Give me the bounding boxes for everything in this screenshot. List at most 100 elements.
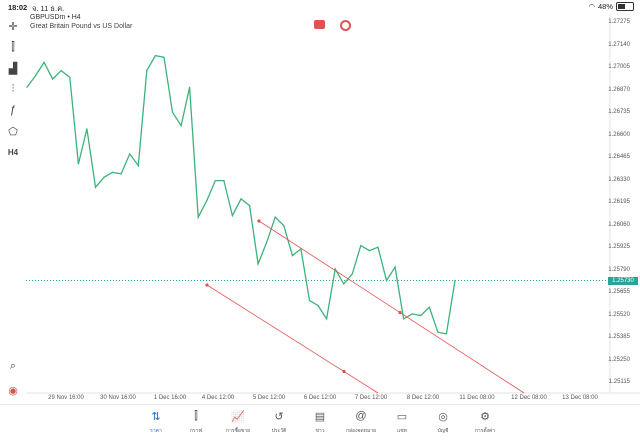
price-point	[94, 186, 97, 188]
trend-line-upper-handle[interactable]	[398, 310, 402, 315]
price-point	[248, 204, 251, 207]
candlestick-icon[interactable]: ⫿	[11, 40, 15, 53]
price-point	[129, 153, 131, 155]
buy-toggle-icon[interactable]	[340, 20, 351, 31]
y-tick-label: 1.26195	[608, 199, 630, 206]
y-tick-label: 1.25925	[608, 244, 630, 251]
settings-icon: ⚙	[480, 411, 490, 423]
news-icon: ▤	[314, 411, 326, 423]
status-date: จ. 11 ธ.ค.	[32, 4, 65, 13]
price-point	[308, 299, 311, 302]
nav-item-news[interactable]: ▤ ข่าว	[300, 410, 340, 435]
chart-icon: ⫿	[194, 410, 198, 422]
y-tick-label: 1.26735	[608, 109, 630, 116]
price-point	[231, 214, 234, 217]
bar-chart-icon[interactable]: ▟	[8, 62, 18, 75]
trend-line-lower-handle[interactable]	[342, 369, 346, 374]
y-tick-label: 1.26060	[608, 221, 630, 228]
bottom-nav: ⇅ ราคา ⫿ กราฟ 📈 การซื้อขาย ↺ ประวัติ ▤ ข่าว @ กล่อง…	[0, 404, 640, 448]
nav-label: ราคา	[150, 428, 162, 434]
trend-line-lower-handle[interactable]	[205, 283, 209, 287]
x-tick-label: 4 Dec 12:00	[201, 395, 235, 401]
crosshair-icon[interactable]: ✛	[8, 20, 18, 33]
nav-item-account[interactable]: ◎ บัญชี	[423, 410, 463, 435]
price-point	[206, 199, 208, 202]
zoom-icon[interactable]: ⌕	[9, 359, 17, 372]
nav-label: กราฟ	[189, 428, 203, 434]
shapes-icon[interactable]: ⬠	[8, 125, 18, 138]
app-logo-icon[interactable]: ◉	[8, 384, 18, 397]
nav-label: การตั้งค่า	[474, 428, 496, 434]
price-point	[360, 244, 362, 247]
y-tick-label: 1.25385	[608, 334, 630, 341]
price-point	[411, 313, 413, 315]
nav-item-chat[interactable]: ▭ แชท	[382, 410, 422, 435]
nav-label: กล่องจดหมาย	[345, 428, 377, 434]
price-point	[146, 70, 148, 72]
sell-toggle-icon[interactable]	[314, 20, 325, 29]
status-bar: 18:02 จ. 11 ธ.ค. ◠ 48%	[0, 0, 640, 14]
nav-label: ประวัติ	[271, 428, 287, 434]
price-point	[34, 75, 37, 77]
price-point	[351, 273, 353, 275]
status-right: ◠ 48%	[588, 2, 634, 11]
y-tick-label: 1.25790	[608, 266, 630, 273]
left-toolbar: ✛ ⫿ ▟ ⫶ ƒ ⬠ H4 ⌕ ◉	[0, 14, 26, 404]
x-tick-label: 6 Dec 12:00	[303, 395, 337, 401]
price-point	[283, 224, 285, 227]
price-point	[420, 314, 422, 317]
x-tick-label: 29 Nov 16:00	[48, 395, 84, 401]
y-tick-label: 1.26465	[608, 154, 630, 161]
price-point	[137, 165, 139, 167]
price-point	[266, 241, 268, 243]
nav-item-trade[interactable]: 📈 การซื้อขาย	[218, 410, 258, 435]
trend-line-lower[interactable]	[206, 284, 379, 394]
price-point	[240, 198, 242, 200]
nav-label: ข่าว	[315, 428, 325, 434]
price-point	[180, 125, 182, 127]
nav-item-settings[interactable]: ⚙ การตั้งค่า	[465, 410, 505, 435]
nav-item-mailbox[interactable]: @ กล่องจดหมาย	[341, 410, 381, 435]
price-point	[103, 176, 105, 178]
price-point	[171, 111, 174, 113]
price-point	[368, 249, 370, 252]
function-icon[interactable]: ƒ	[9, 104, 17, 116]
nav-item-history[interactable]: ↺ ประวัติ	[259, 410, 299, 435]
price-point	[445, 333, 448, 335]
price-point	[334, 268, 336, 270]
x-tick-label: 12 Dec 08:00	[511, 395, 547, 401]
chat-icon: ▭	[396, 411, 408, 423]
x-tick-label: 7 Dec 12:00	[354, 395, 388, 401]
price-point	[343, 283, 345, 285]
symbol-header: GBPUSDm • H4 Great Britain Pound vs US D…	[30, 14, 132, 30]
y-tick-label: 1.26600	[608, 131, 630, 138]
nav-item-quotes[interactable]: ⇅ ราคา	[136, 410, 176, 435]
indicators-icon[interactable]: ⫶	[11, 82, 15, 95]
x-tick-label: 5 Dec 12:00	[252, 395, 286, 401]
y-tick-label: 1.25250	[608, 356, 630, 363]
price-point	[257, 263, 259, 265]
y-tick-label: 1.27005	[608, 64, 630, 71]
price-point	[86, 128, 88, 130]
current-price-tag: 1.25730	[608, 276, 638, 285]
nav-item-chart[interactable]: ⫿ กราฟ	[176, 410, 216, 435]
price-point	[60, 70, 62, 72]
timeframe-icon[interactable]: H4	[7, 147, 19, 157]
y-tick-label: 1.26330	[608, 176, 630, 183]
x-tick-label: 30 Nov 16:00	[100, 395, 136, 401]
trend-line-upper[interactable]	[258, 220, 525, 394]
nav-label: แชท	[397, 428, 407, 434]
history-icon: ↺	[274, 411, 284, 423]
price-point	[291, 254, 293, 257]
price-point	[385, 279, 388, 282]
price-point	[120, 173, 122, 175]
x-tick-label: 8 Dec 12:00	[406, 395, 440, 401]
trend-line-upper-handle[interactable]	[257, 219, 261, 223]
price-line	[26, 54, 456, 335]
quotes-icon: ⇅	[151, 411, 161, 423]
price-point	[189, 86, 191, 88]
price-point	[437, 331, 439, 333]
x-tick-label: 1 Dec 16:00	[153, 395, 187, 401]
x-tick-label: 13 Dec 08:00	[562, 395, 598, 401]
